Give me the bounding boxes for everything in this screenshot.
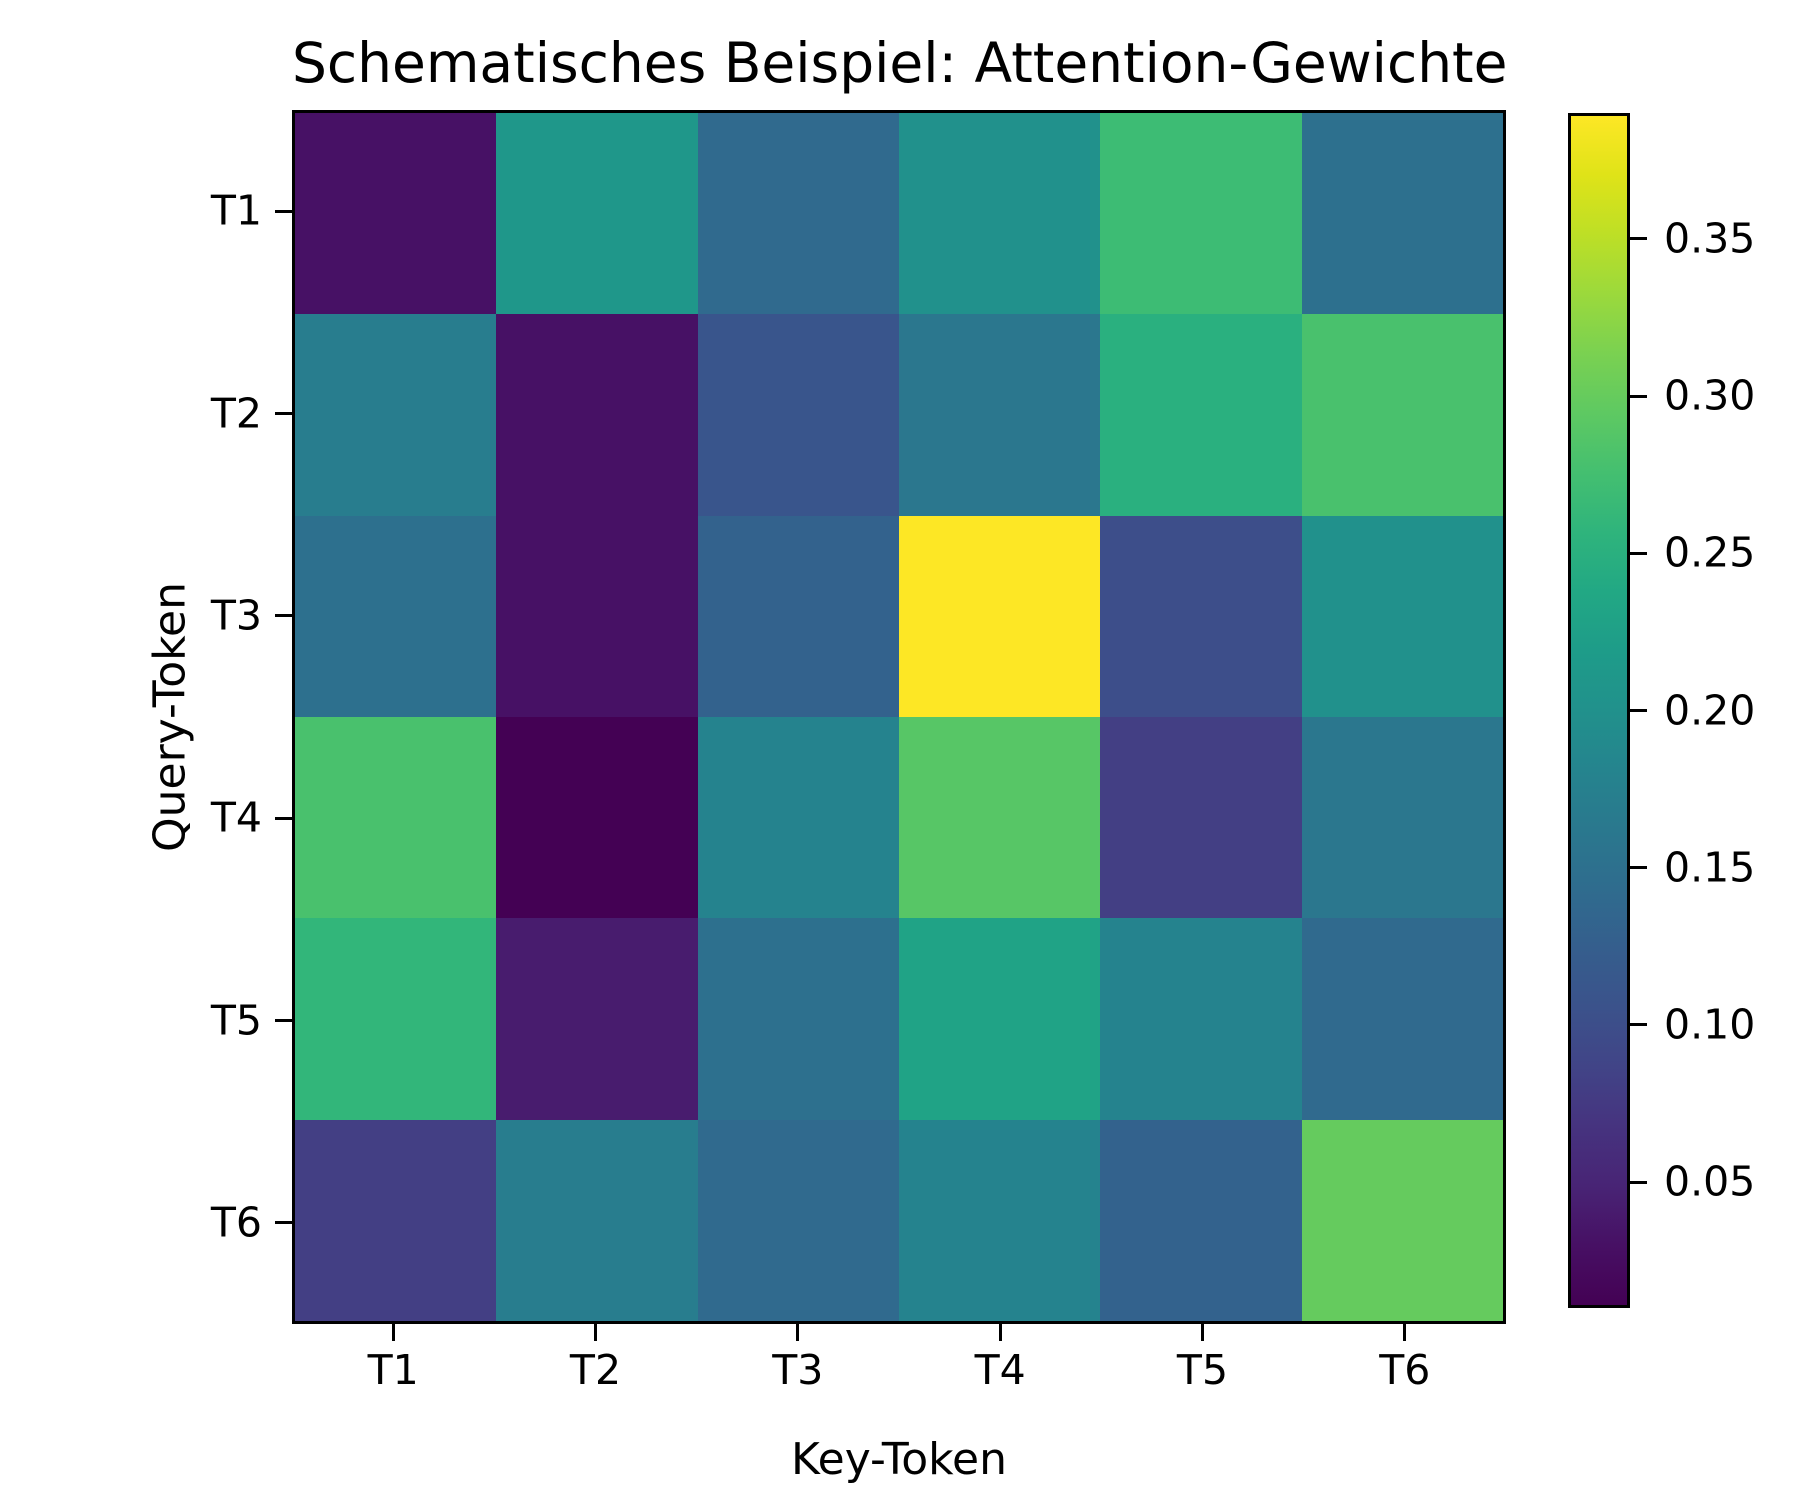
heatmap-cell <box>295 1119 497 1321</box>
heatmap-cell <box>295 314 497 516</box>
heatmap-cell <box>898 515 1101 717</box>
heatmap-cell <box>496 113 698 315</box>
x-tick-label: T6 <box>1379 1346 1431 1394</box>
heatmap-cell <box>898 113 1101 315</box>
heatmap-cell <box>697 918 899 1120</box>
heatmap-cell <box>1100 1119 1302 1321</box>
colorbar-tick-mark <box>1630 709 1647 712</box>
heatmap-cell <box>697 1119 899 1321</box>
colorbar <box>1568 113 1630 1308</box>
colorbar-tick-label: 0.30 <box>1664 371 1756 420</box>
heatmap-cell <box>295 515 497 717</box>
y-tick-mark <box>275 1221 292 1225</box>
heatmap-cell <box>496 716 698 919</box>
colorbar-tick-mark <box>1630 237 1647 241</box>
colorbar-tick-mark <box>1630 1180 1647 1184</box>
x-tick-mark <box>1403 1324 1407 1341</box>
y-tick-label: T5 <box>210 996 262 1044</box>
x-tick-mark <box>998 1324 1002 1341</box>
y-tick-label: T2 <box>210 389 262 437</box>
heatmap-cell <box>496 1119 698 1321</box>
y-tick-label: T3 <box>210 591 262 640</box>
x-tick-mark <box>594 1324 597 1341</box>
heatmap-cell <box>697 716 899 919</box>
heatmap-cell <box>1100 113 1302 315</box>
x-axis-label: Key-Token <box>790 1434 1008 1485</box>
heatmap-cell <box>1301 1119 1503 1321</box>
heatmap-cell <box>898 314 1101 516</box>
heatmap-cell <box>496 918 698 1120</box>
heatmap-cell <box>1100 716 1302 919</box>
heatmap-cell <box>697 515 899 717</box>
colorbar-tick-mark <box>1630 866 1647 870</box>
heatmap-cell <box>295 113 497 315</box>
heatmap-cell <box>1100 314 1302 516</box>
heatmap-cell <box>496 515 698 717</box>
heatmap-cell <box>295 918 497 1120</box>
colorbar-tick-mark <box>1630 1023 1647 1027</box>
colorbar-tick-label: 0.20 <box>1664 686 1756 734</box>
heatmap-cell <box>898 918 1101 1120</box>
heatmap-cell <box>295 716 497 919</box>
y-tick-label: T6 <box>210 1198 262 1247</box>
heatmap-cell <box>697 113 899 315</box>
chart-title: Schematisches Beispiel: Attention-Gewich… <box>292 31 1508 95</box>
y-tick-mark <box>275 412 292 415</box>
x-tick-label: T3 <box>772 1346 824 1394</box>
colorbar-tick-label: 0.05 <box>1664 1157 1756 1206</box>
heatmap-cell <box>1301 716 1503 919</box>
heatmap-cell <box>1301 314 1503 516</box>
colorbar-tick-label: 0.35 <box>1664 214 1756 263</box>
colorbar-tick-label: 0.25 <box>1664 528 1756 577</box>
heatmap-grid <box>292 110 1506 1324</box>
heatmap-cell <box>1301 113 1503 315</box>
y-tick-mark <box>275 1019 292 1022</box>
x-tick-mark <box>1201 1324 1204 1341</box>
heatmap-cell <box>496 314 698 516</box>
y-tick-mark <box>275 816 292 820</box>
y-tick-mark <box>275 614 292 618</box>
x-tick-mark <box>796 1324 800 1341</box>
colorbar-tick-mark <box>1630 394 1647 398</box>
x-tick-label: T4 <box>974 1346 1026 1394</box>
y-tick-label: T4 <box>210 793 262 842</box>
x-tick-label: T1 <box>367 1346 419 1394</box>
x-tick-label: T2 <box>569 1346 622 1394</box>
heatmap-cell <box>1301 515 1503 717</box>
heatmap-cell <box>1100 515 1302 717</box>
colorbar-tick-label: 0.10 <box>1664 1000 1756 1049</box>
colorbar-tick-label: 0.15 <box>1664 843 1756 892</box>
x-tick-label: T5 <box>1176 1346 1229 1394</box>
heatmap-cell <box>1100 918 1302 1120</box>
heatmap-cell <box>898 1119 1101 1321</box>
y-tick-label: T1 <box>210 186 262 235</box>
y-tick-mark <box>275 209 292 213</box>
heatmap-cell <box>898 716 1101 919</box>
heatmap-cell <box>697 314 899 516</box>
x-tick-mark <box>391 1324 395 1341</box>
heatmap-cell <box>1301 918 1503 1120</box>
colorbar-tick-mark <box>1630 551 1647 555</box>
